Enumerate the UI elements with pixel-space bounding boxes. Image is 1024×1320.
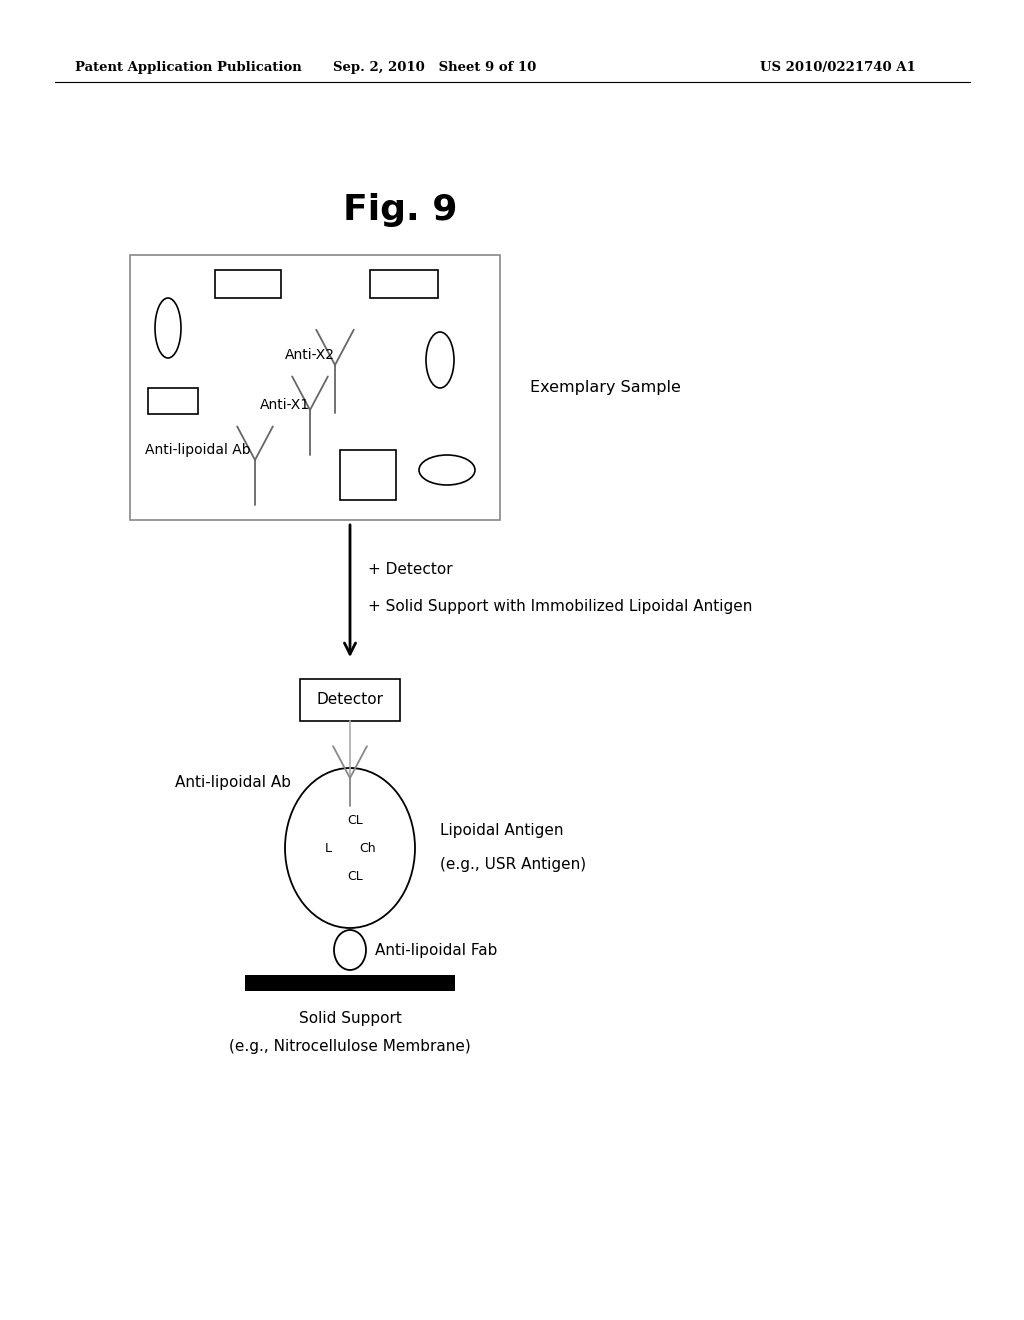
Text: Detector: Detector [316, 693, 384, 708]
Text: Anti-lipoidal Ab: Anti-lipoidal Ab [145, 444, 251, 457]
Text: Solid Support: Solid Support [299, 1011, 401, 1027]
Ellipse shape [285, 768, 415, 928]
Text: CL: CL [347, 870, 362, 883]
Text: Lipoidal Antigen: Lipoidal Antigen [440, 822, 563, 837]
Bar [340, 450, 396, 500]
Bar [215, 271, 281, 298]
Text: Sep. 2, 2010   Sheet 9 of 10: Sep. 2, 2010 Sheet 9 of 10 [334, 62, 537, 74]
Text: Patent Application Publication: Patent Application Publication [75, 62, 302, 74]
Text: Fig. 9: Fig. 9 [343, 193, 458, 227]
Bar [370, 271, 438, 298]
Bar [300, 678, 400, 721]
Text: Anti-X2: Anti-X2 [285, 348, 335, 362]
Text: (e.g., USR Antigen): (e.g., USR Antigen) [440, 857, 586, 871]
Text: Anti-lipoidal Fab: Anti-lipoidal Fab [375, 942, 498, 957]
Bar [130, 255, 500, 520]
Bar [148, 388, 198, 414]
Text: US 2010/0221740 A1: US 2010/0221740 A1 [760, 62, 915, 74]
Text: L: L [325, 842, 332, 854]
Text: (e.g., Nitrocellulose Membrane): (e.g., Nitrocellulose Membrane) [229, 1040, 471, 1055]
Ellipse shape [155, 298, 181, 358]
Text: + Detector: + Detector [368, 562, 453, 578]
Ellipse shape [419, 455, 475, 484]
Text: CL: CL [347, 813, 362, 826]
Text: + Solid Support with Immobilized Lipoidal Antigen: + Solid Support with Immobilized Lipoida… [368, 599, 753, 615]
Bar [245, 975, 455, 991]
Text: Anti-lipoidal Ab: Anti-lipoidal Ab [175, 775, 291, 789]
Ellipse shape [334, 931, 366, 970]
Text: Anti-X1: Anti-X1 [260, 399, 310, 412]
Ellipse shape [426, 333, 454, 388]
Text: Ch: Ch [359, 842, 376, 854]
Text: Exemplary Sample: Exemplary Sample [530, 380, 681, 395]
